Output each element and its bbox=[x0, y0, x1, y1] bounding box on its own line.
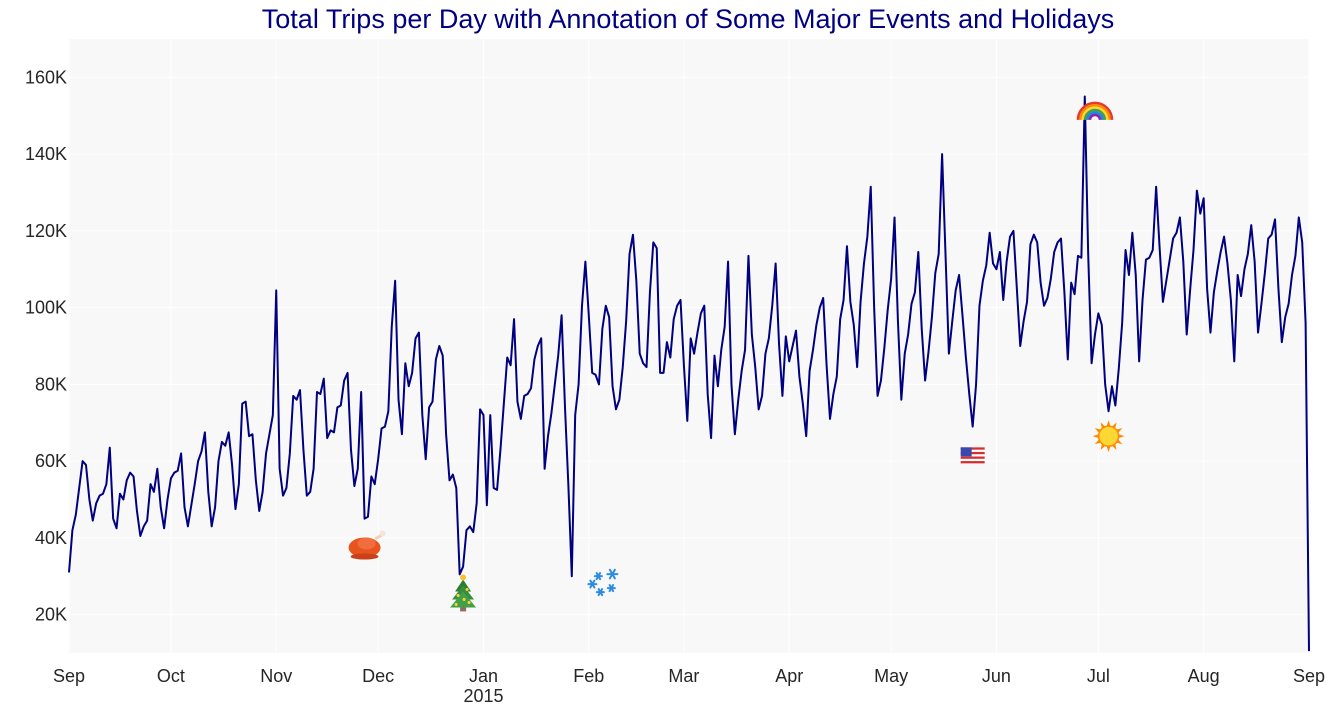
series-line-total-trips bbox=[68, 95, 1310, 652]
y-grid bbox=[69, 76, 1309, 616]
plot-background bbox=[69, 39, 1309, 653]
x-tick-label: Nov bbox=[260, 666, 292, 686]
y-tick-label: 160K bbox=[25, 67, 67, 87]
y-tick-label: 120K bbox=[25, 221, 67, 241]
y-tick-label: 20K bbox=[35, 605, 67, 625]
sun-icon bbox=[1092, 420, 1125, 453]
christmas-tree-icon bbox=[450, 574, 477, 612]
y-tick-label: 40K bbox=[35, 528, 67, 548]
x-tick-label: Oct bbox=[157, 666, 185, 686]
x-tick-label: Mar bbox=[668, 666, 699, 686]
y-tick-label: 60K bbox=[35, 451, 67, 471]
turkey-icon bbox=[348, 530, 386, 560]
event-annotations bbox=[348, 101, 1125, 612]
x-tick-label: Aug bbox=[1188, 666, 1220, 686]
y-axis-ticks: 20K 40K 60K 80K 100K 120K 140K 160K bbox=[25, 67, 67, 624]
x-tick-label: May bbox=[874, 666, 908, 686]
x-tick-label: Jan bbox=[469, 666, 498, 686]
y-tick-label: 140K bbox=[25, 144, 67, 164]
x-tick-label: Jun bbox=[982, 666, 1011, 686]
rainbow-icon bbox=[1076, 101, 1114, 121]
x-tick-label: Sep bbox=[1293, 666, 1325, 686]
chart-title: Total Trips per Day with Annotation of S… bbox=[261, 4, 1115, 34]
us-flag-icon bbox=[960, 447, 985, 464]
x-tick-label: Apr bbox=[775, 666, 803, 686]
snowflakes-icon bbox=[587, 568, 619, 597]
x-tick-label: Dec bbox=[362, 666, 394, 686]
y-tick-label: 100K bbox=[25, 298, 67, 318]
x-tick-label: Feb bbox=[573, 666, 604, 686]
x-tick-label: Sep bbox=[53, 666, 85, 686]
x-tick-label: Jul bbox=[1087, 666, 1110, 686]
x-tick-sublabel: 2015 bbox=[463, 686, 503, 706]
y-tick-label: 80K bbox=[35, 374, 67, 394]
